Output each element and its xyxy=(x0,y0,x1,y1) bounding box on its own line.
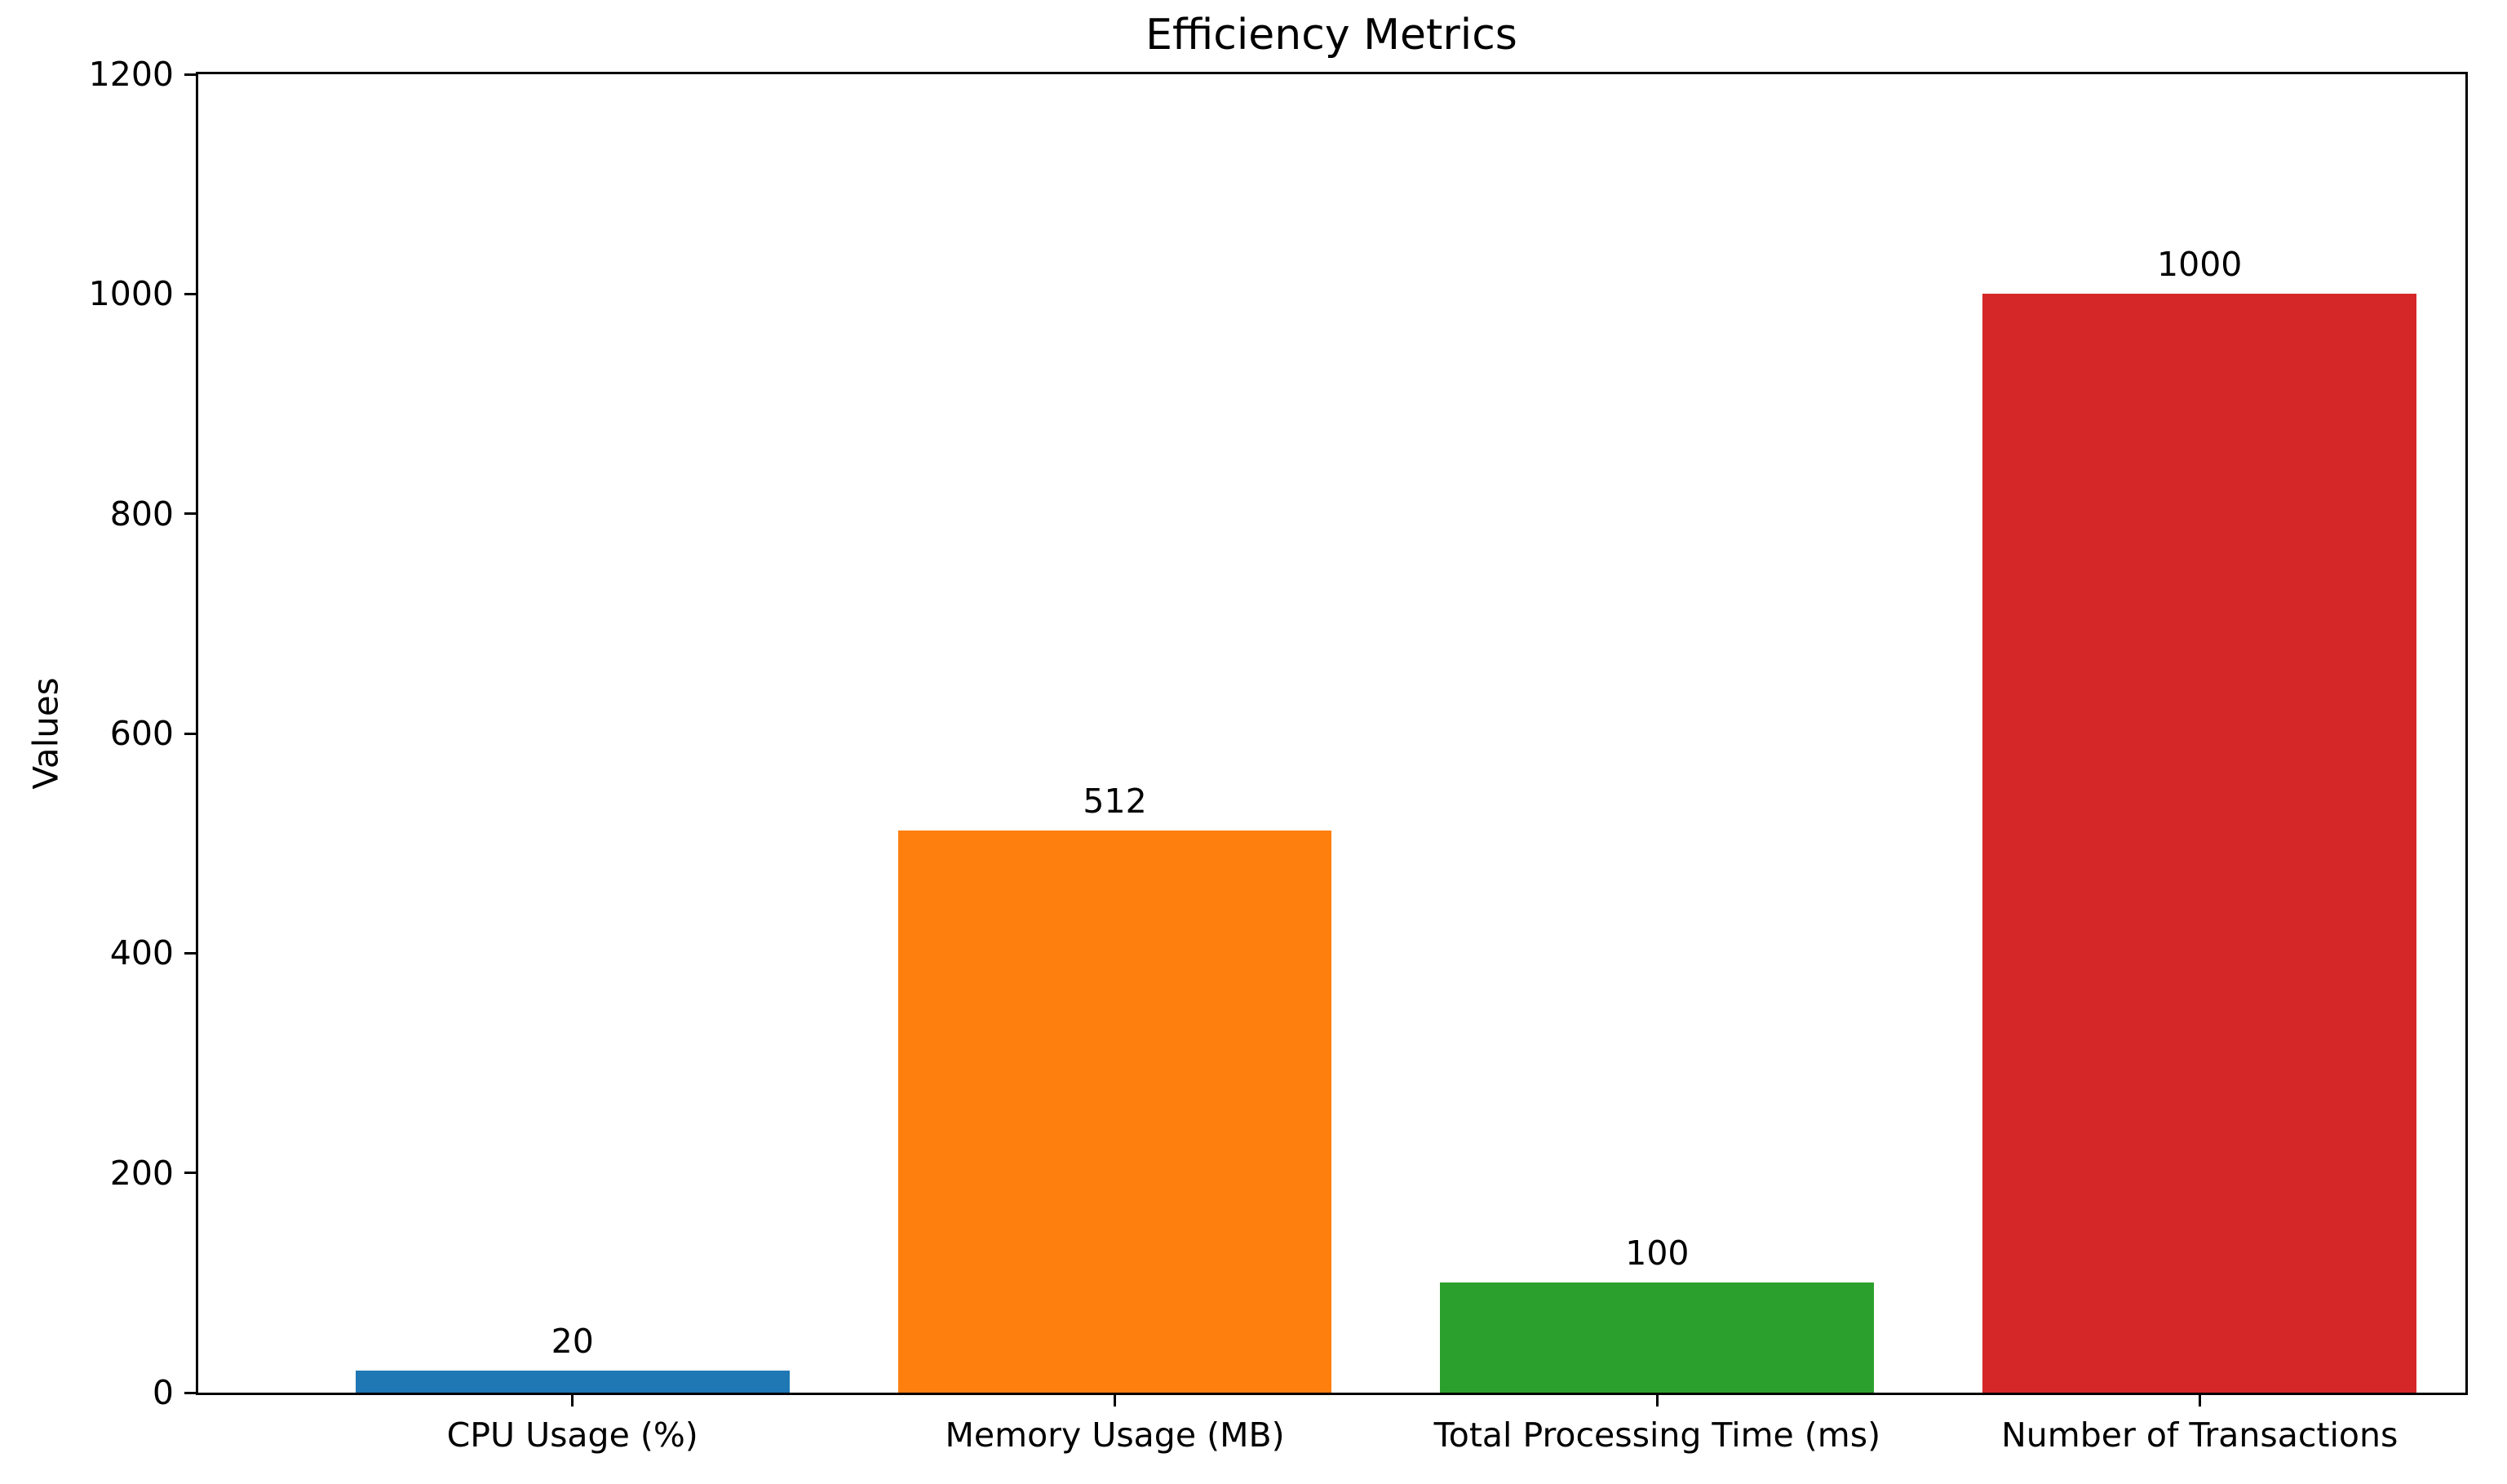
x-category-label: Total Processing Time (ms) xyxy=(1433,1415,1881,1455)
y-tick-label: 800 xyxy=(109,494,174,534)
x-tick-mark xyxy=(571,1395,574,1406)
y-tick-mark xyxy=(184,1172,196,1175)
plot-area: 0 200 400 600 800 1000 1200 20 CPU Usage (%) 512 M… xyxy=(89,55,2468,1455)
bar-value-label: 20 xyxy=(551,1322,594,1362)
y-tick-label: 400 xyxy=(109,933,174,973)
y-tick-label: 1200 xyxy=(88,55,174,94)
chart-title: Efficiency Metrics xyxy=(1145,11,1517,60)
y-tick-label: 1000 xyxy=(88,274,174,314)
y-tick-mark xyxy=(184,732,196,735)
y-tick-mark xyxy=(184,951,196,955)
bar-value-label: 1000 xyxy=(2157,245,2243,285)
x-category-label: CPU Usage (%) xyxy=(446,1415,698,1455)
x-tick-mark xyxy=(1655,1395,1659,1406)
x-category-label: Memory Usage (MB) xyxy=(945,1415,1285,1455)
y-tick-mark xyxy=(184,292,196,295)
bar-value-label: 100 xyxy=(1625,1234,1690,1274)
y-tick-mark xyxy=(184,73,196,76)
y-tick-mark xyxy=(184,512,196,516)
x-category-label: Number of Transactions xyxy=(2001,1415,2398,1455)
y-tick-label: 600 xyxy=(109,714,174,753)
bar-value-label: 512 xyxy=(1083,781,1147,821)
y-tick-mark xyxy=(184,1391,196,1394)
bar-0 xyxy=(355,1371,790,1393)
bar-2 xyxy=(1440,1282,1875,1393)
y-tick-label: 0 xyxy=(152,1373,174,1412)
x-tick-mark xyxy=(2198,1395,2201,1406)
y-tick-label: 200 xyxy=(109,1153,174,1193)
bar-1 xyxy=(897,830,1332,1393)
bar-3 xyxy=(1982,294,2417,1393)
y-axis-label: Values xyxy=(25,677,66,790)
x-tick-mark xyxy=(1114,1395,1117,1406)
